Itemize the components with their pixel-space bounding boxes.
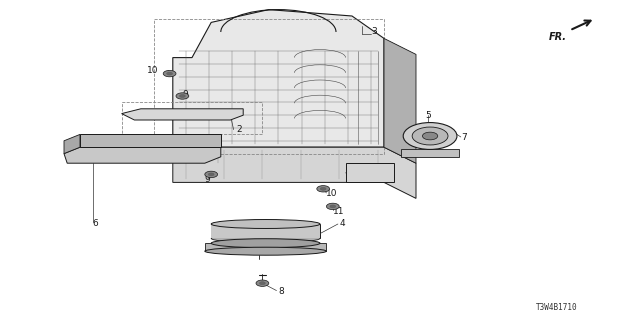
Text: 6: 6 [93, 220, 99, 228]
Circle shape [167, 72, 173, 75]
Circle shape [209, 173, 214, 176]
Text: 9: 9 [205, 175, 211, 184]
Text: 10: 10 [147, 66, 159, 75]
Polygon shape [122, 109, 243, 120]
Polygon shape [384, 38, 416, 163]
Polygon shape [173, 147, 416, 198]
Bar [154, 19, 384, 154]
Text: 10: 10 [326, 189, 338, 198]
Ellipse shape [211, 239, 320, 248]
Circle shape [179, 94, 186, 97]
Circle shape [163, 70, 176, 77]
Circle shape [260, 282, 265, 285]
Circle shape [317, 186, 330, 192]
Ellipse shape [211, 234, 320, 243]
Circle shape [422, 132, 438, 140]
Polygon shape [64, 147, 221, 163]
Polygon shape [346, 163, 394, 182]
Text: FR.: FR. [548, 32, 566, 42]
Text: T3W4B1710: T3W4B1710 [536, 303, 578, 312]
Circle shape [256, 280, 269, 286]
Text: 7: 7 [461, 133, 467, 142]
Polygon shape [211, 224, 320, 238]
Polygon shape [205, 243, 326, 251]
Circle shape [205, 171, 218, 178]
Ellipse shape [205, 247, 326, 255]
Circle shape [326, 203, 339, 210]
Text: 3: 3 [371, 28, 377, 36]
Text: 11: 11 [333, 207, 344, 216]
Polygon shape [80, 134, 221, 147]
Text: 9: 9 [182, 90, 188, 99]
Circle shape [330, 205, 336, 208]
Text: 1: 1 [362, 176, 367, 185]
Polygon shape [401, 149, 459, 157]
Polygon shape [64, 134, 80, 154]
Text: 8: 8 [278, 287, 284, 296]
Polygon shape [173, 10, 384, 147]
Ellipse shape [211, 220, 320, 228]
Bar [122, 102, 262, 134]
Text: 5: 5 [426, 111, 431, 120]
Text: 4: 4 [339, 220, 345, 228]
Circle shape [412, 127, 448, 145]
Text: 2: 2 [237, 125, 243, 134]
Circle shape [176, 93, 189, 99]
Circle shape [321, 188, 326, 190]
Circle shape [403, 123, 457, 149]
